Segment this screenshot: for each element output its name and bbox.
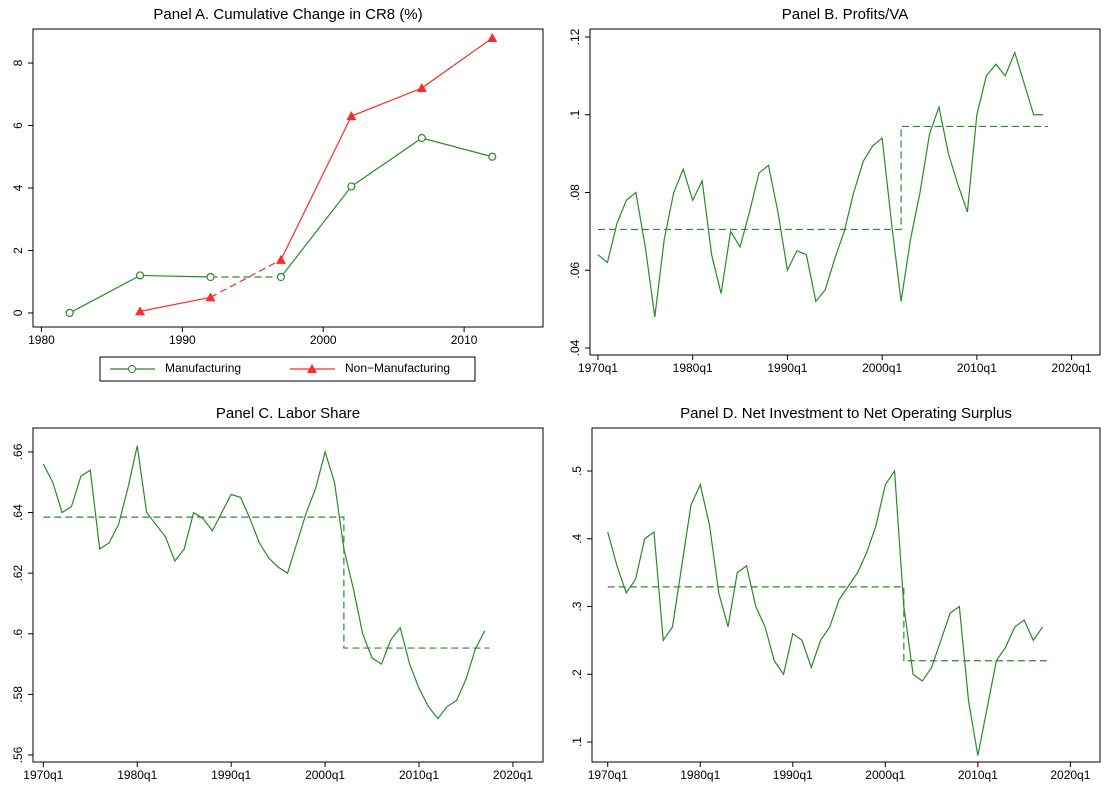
- series-line: [280, 137, 493, 278]
- y-tick-label: 8: [11, 59, 25, 66]
- x-tick-label: 1980q1: [673, 361, 713, 375]
- point-marker: [135, 306, 146, 316]
- x-tick-label: 1990q1: [767, 361, 807, 375]
- x-tick-label: 1990q1: [211, 768, 251, 782]
- series-line: [280, 37, 493, 261]
- point-marker: [417, 133, 426, 143]
- y-tick-label: .1: [570, 737, 584, 747]
- point-marker: [416, 83, 427, 93]
- plot-frame: [589, 28, 1101, 356]
- x-tick-label: 2000: [310, 333, 337, 347]
- y-tick-label: .6: [11, 628, 25, 638]
- y-tick-label: .66: [11, 443, 25, 460]
- mean-line: [607, 586, 1048, 662]
- series-line: [210, 259, 282, 298]
- x-tick-label: 1980q1: [680, 768, 720, 782]
- chart-title: Panel A. Cumulative Change in CR8 (%): [153, 6, 422, 23]
- plot-frame: [32, 28, 544, 328]
- y-tick-label: .12: [568, 28, 582, 45]
- y-tick-label: .1: [568, 109, 582, 119]
- series-line: [607, 469, 1044, 756]
- legend-label: Manufacturing: [165, 361, 241, 375]
- plot-frame: [591, 427, 1101, 763]
- y-tick-label: .62: [11, 565, 25, 582]
- legend-label: Non−Manufacturing: [345, 361, 450, 375]
- plot-frame: [32, 427, 544, 763]
- y-tick-label: 6: [11, 122, 25, 129]
- point-marker: [488, 152, 497, 161]
- x-tick-label: 2000q1: [305, 768, 345, 782]
- y-tick-label: 4: [11, 184, 25, 191]
- y-tick-label: .58: [11, 686, 25, 703]
- y-tick-label: .3: [570, 601, 584, 611]
- series-line: [42, 445, 486, 720]
- x-tick-label: 2020q1: [1050, 768, 1090, 782]
- x-tick-label: 2000q1: [862, 361, 902, 375]
- x-tick-label: 2000q1: [865, 768, 905, 782]
- x-tick-label: 1990q1: [773, 768, 813, 782]
- x-tick-label: 2020q1: [493, 768, 533, 782]
- point-marker: [135, 271, 145, 280]
- y-tick-label: 0: [11, 309, 25, 316]
- legend-marker: [307, 364, 317, 373]
- point-marker: [275, 254, 286, 264]
- y-tick-label: .06: [568, 262, 582, 279]
- chart-title: Panel B. Profits/VA: [782, 6, 908, 23]
- x-tick-label: 1970q1: [578, 361, 618, 375]
- x-tick-label: 1970q1: [588, 768, 628, 782]
- point-marker: [65, 308, 74, 318]
- legend-box: [99, 356, 476, 382]
- mean-line: [43, 516, 490, 649]
- mean-line: [597, 125, 1048, 231]
- series-line: [139, 296, 211, 312]
- x-tick-label: 2010q1: [958, 768, 998, 782]
- x-tick-label: 2010q1: [399, 768, 439, 782]
- point-marker: [206, 272, 215, 282]
- point-marker: [346, 111, 357, 121]
- chart-title: Panel C. Labor Share: [216, 405, 360, 422]
- point-marker: [276, 272, 286, 282]
- point-marker: [205, 292, 216, 302]
- y-tick-label: .64: [11, 504, 25, 521]
- point-marker: [347, 182, 356, 191]
- y-tick-label: .5: [570, 466, 584, 476]
- x-tick-label: 1990: [169, 333, 196, 347]
- x-tick-label: 2010q1: [957, 361, 997, 375]
- legend-marker: [128, 365, 136, 373]
- y-tick-label: .4: [570, 533, 584, 543]
- y-tick-label: .04: [568, 339, 582, 356]
- chart-title: Panel D. Net Investment to Net Operating…: [680, 405, 1012, 422]
- point-marker: [487, 33, 498, 43]
- y-tick-label: .56: [11, 746, 25, 763]
- x-tick-label: 1980q1: [117, 768, 157, 782]
- x-tick-label: 2010: [451, 333, 478, 347]
- x-tick-label: 1980: [28, 333, 55, 347]
- x-tick-label: 2020q1: [1052, 361, 1092, 375]
- x-tick-label: 1970q1: [23, 768, 63, 782]
- y-tick-label: .2: [570, 669, 584, 679]
- y-tick-label: 2: [11, 247, 25, 254]
- series-line: [597, 50, 1044, 317]
- y-tick-label: .08: [568, 184, 582, 201]
